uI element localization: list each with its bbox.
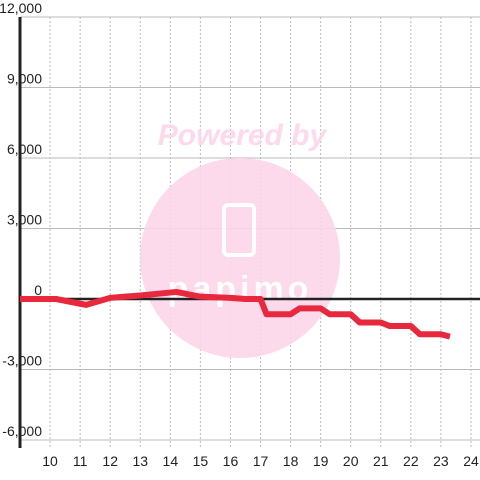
x-tick-label: 10 — [42, 453, 58, 469]
x-tick-label: 21 — [373, 453, 389, 469]
x-tick-label: 15 — [193, 453, 209, 469]
x-tick-label: 11 — [73, 453, 88, 469]
watermark-circle — [140, 158, 340, 358]
y-tick-label: 6,000 — [7, 141, 42, 157]
y-tick-label: 0 — [34, 282, 42, 298]
x-tick-label: 17 — [253, 453, 269, 469]
watermark: Powered by papimo — [140, 119, 340, 358]
y-tick-label: 3,000 — [7, 212, 42, 228]
x-tick-label: 12 — [102, 453, 118, 469]
x-tick-label: 18 — [283, 453, 299, 469]
x-tick-label: 16 — [223, 453, 239, 469]
x-tick-label: 19 — [313, 453, 329, 469]
line — [20, 288, 451, 340]
x-tick-label: 13 — [132, 453, 148, 469]
y-tick-label: -3,000 — [2, 353, 42, 369]
watermark-icon — [222, 203, 256, 257]
x-tick-label: 14 — [163, 453, 179, 469]
y-tick-label: 12,000 — [0, 0, 42, 16]
x-tick-label: 20 — [343, 453, 359, 469]
watermark-text: Powered by — [158, 119, 328, 152]
logo-text: papimo — [168, 270, 313, 308]
x-tick-label: 23 — [433, 453, 449, 469]
y-tick-label: 9,000 — [7, 71, 42, 87]
x-tick-label: 24 — [463, 453, 479, 469]
x-tick-label: 22 — [403, 453, 419, 469]
y-tick-label: -6,000 — [2, 423, 42, 439]
